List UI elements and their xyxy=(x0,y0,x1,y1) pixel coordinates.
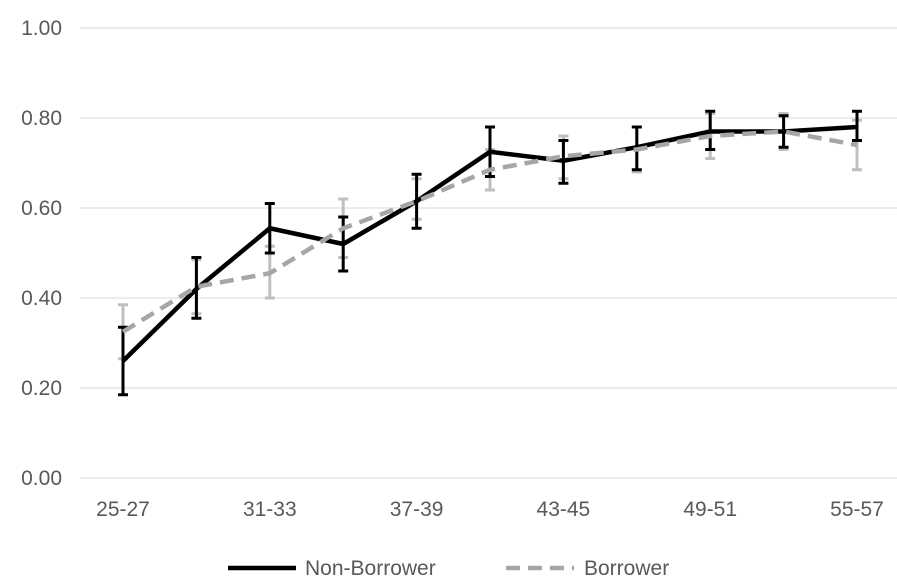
y-tick-label-1.00: 1.00 xyxy=(21,17,62,40)
y-tick-label-0.40: 0.40 xyxy=(21,287,62,310)
legend-label-non-borrower: Non-Borrower xyxy=(305,557,436,580)
x-tick-label-55-57: 55-57 xyxy=(830,498,884,521)
legend: Non-Borrower Borrower xyxy=(228,557,669,580)
legend-label-borrower: Borrower xyxy=(584,557,669,580)
series-lines xyxy=(121,124,858,363)
series-line-borrower xyxy=(121,129,858,334)
error-bar-non-borrower-55-57 xyxy=(852,109,862,142)
y-tick-label-0.60: 0.60 xyxy=(21,197,62,220)
x-tick-label-25-27: 25-27 xyxy=(96,498,150,521)
x-axis-tick-labels: 25-27 31-33 37-39 43-45 49-51 55-57 xyxy=(96,498,884,521)
series-line-non-borrower xyxy=(121,124,858,363)
x-tick-label-43-45: 43-45 xyxy=(537,498,591,521)
gridlines xyxy=(80,27,897,479)
y-tick-label-0.00: 0.00 xyxy=(21,467,62,490)
y-axis-tick-labels: 0.00 0.20 0.40 0.60 0.80 1.00 xyxy=(21,17,62,490)
x-tick-label-49-51: 49-51 xyxy=(683,498,737,521)
y-tick-label-0.80: 0.80 xyxy=(21,107,62,130)
x-tick-label-37-39: 37-39 xyxy=(390,498,444,521)
y-tick-label-0.20: 0.20 xyxy=(21,377,62,400)
x-tick-label-31-33: 31-33 xyxy=(243,498,297,521)
